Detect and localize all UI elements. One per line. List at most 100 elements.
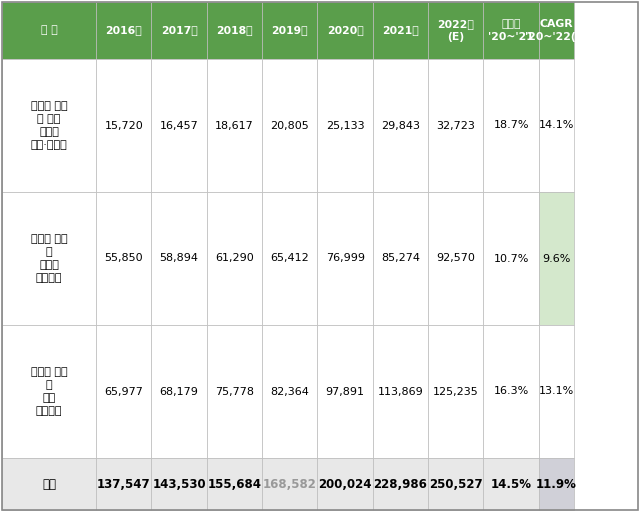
Text: 85,274: 85,274 <box>381 254 420 264</box>
Bar <box>483 59 539 192</box>
Text: 61,290: 61,290 <box>215 254 254 264</box>
Text: 16,457: 16,457 <box>160 120 198 130</box>
Bar <box>2 2 96 59</box>
Text: 2016년: 2016년 <box>106 26 142 35</box>
Bar <box>372 2 428 59</box>
Text: 15,720: 15,720 <box>104 120 143 130</box>
Text: 구 분: 구 분 <box>41 26 58 35</box>
Text: 75,778: 75,778 <box>215 387 254 396</box>
Text: 20,805: 20,805 <box>271 120 309 130</box>
Bar <box>539 59 574 192</box>
Text: 9.6%: 9.6% <box>543 254 571 264</box>
Text: 데이터 구축
및
컨설팅
서비스업: 데이터 구축 및 컨설팅 서비스업 <box>31 234 67 283</box>
Text: 2020년: 2020년 <box>327 26 364 35</box>
Bar <box>372 59 428 192</box>
Bar <box>207 325 262 458</box>
Text: 14.5%: 14.5% <box>491 478 532 490</box>
Text: 16.3%: 16.3% <box>493 387 529 396</box>
Text: 13.1%: 13.1% <box>539 387 574 396</box>
Bar <box>2 325 96 458</box>
Text: 58,894: 58,894 <box>159 254 198 264</box>
Text: 2018년: 2018년 <box>216 26 253 35</box>
Text: 전체: 전체 <box>42 478 56 490</box>
Text: 92,570: 92,570 <box>436 254 476 264</box>
Text: 11.9%: 11.9% <box>536 478 577 490</box>
Bar <box>483 325 539 458</box>
Bar <box>372 458 428 510</box>
Bar <box>96 59 152 192</box>
Bar <box>372 325 428 458</box>
Text: 32,723: 32,723 <box>436 120 476 130</box>
Bar <box>317 59 372 192</box>
Text: 97,891: 97,891 <box>326 387 365 396</box>
Bar <box>262 59 317 192</box>
Text: 137,547: 137,547 <box>97 478 150 490</box>
Bar <box>207 59 262 192</box>
Bar <box>428 59 483 192</box>
Bar <box>207 2 262 59</box>
Bar <box>483 192 539 325</box>
Bar <box>262 325 317 458</box>
Text: 2019년: 2019년 <box>271 26 308 35</box>
Bar <box>428 458 483 510</box>
Bar <box>428 325 483 458</box>
Bar <box>262 192 317 325</box>
Text: 200,024: 200,024 <box>318 478 372 490</box>
Bar <box>317 458 372 510</box>
Text: 29,843: 29,843 <box>381 120 420 130</box>
Text: 2022년
(E): 2022년 (E) <box>437 19 474 42</box>
Text: CAGR
'20~'22(E): CAGR '20~'22(E) <box>525 19 588 42</box>
Text: 68,179: 68,179 <box>160 387 198 396</box>
Bar <box>539 2 574 59</box>
Text: 데이터 판매
및
제공
서비스업: 데이터 판매 및 제공 서비스업 <box>31 367 67 416</box>
Text: 10.7%: 10.7% <box>493 254 529 264</box>
Bar <box>152 59 207 192</box>
Bar <box>152 2 207 59</box>
Text: 증감률
'20~'21: 증감률 '20~'21 <box>488 19 534 42</box>
Bar <box>428 2 483 59</box>
Text: 데이터 처리
및 관리
솔루션
개발·공급업: 데이터 처리 및 관리 솔루션 개발·공급업 <box>31 101 67 150</box>
Text: 2021년: 2021년 <box>382 26 419 35</box>
Bar <box>152 458 207 510</box>
Bar <box>96 192 152 325</box>
Text: 125,235: 125,235 <box>433 387 479 396</box>
Text: 155,684: 155,684 <box>207 478 262 490</box>
Bar <box>152 325 207 458</box>
Text: 143,530: 143,530 <box>152 478 206 490</box>
Bar <box>96 325 152 458</box>
Bar <box>262 2 317 59</box>
Bar <box>207 458 262 510</box>
Bar <box>317 325 372 458</box>
Bar <box>96 2 152 59</box>
Bar <box>2 192 96 325</box>
Bar <box>2 59 96 192</box>
Bar <box>2 458 96 510</box>
Text: 113,869: 113,869 <box>378 387 423 396</box>
Bar <box>539 325 574 458</box>
Bar <box>483 458 539 510</box>
Text: 25,133: 25,133 <box>326 120 364 130</box>
Bar <box>262 458 317 510</box>
Text: 14.1%: 14.1% <box>539 120 574 130</box>
Text: 65,977: 65,977 <box>104 387 143 396</box>
Bar <box>539 192 574 325</box>
Bar <box>483 2 539 59</box>
Text: 65,412: 65,412 <box>271 254 309 264</box>
Bar <box>428 192 483 325</box>
Text: 55,850: 55,850 <box>104 254 143 264</box>
Text: 168,582: 168,582 <box>263 478 317 490</box>
Text: 18,617: 18,617 <box>215 120 254 130</box>
Text: 2017년: 2017년 <box>161 26 198 35</box>
Text: 250,527: 250,527 <box>429 478 483 490</box>
Text: 82,364: 82,364 <box>270 387 309 396</box>
Bar <box>96 458 152 510</box>
Bar <box>372 192 428 325</box>
Bar <box>539 458 574 510</box>
Bar <box>317 192 372 325</box>
Bar <box>152 192 207 325</box>
Text: 76,999: 76,999 <box>326 254 365 264</box>
Bar <box>207 192 262 325</box>
Bar <box>317 2 372 59</box>
Text: 228,986: 228,986 <box>374 478 428 490</box>
Text: 18.7%: 18.7% <box>493 120 529 130</box>
